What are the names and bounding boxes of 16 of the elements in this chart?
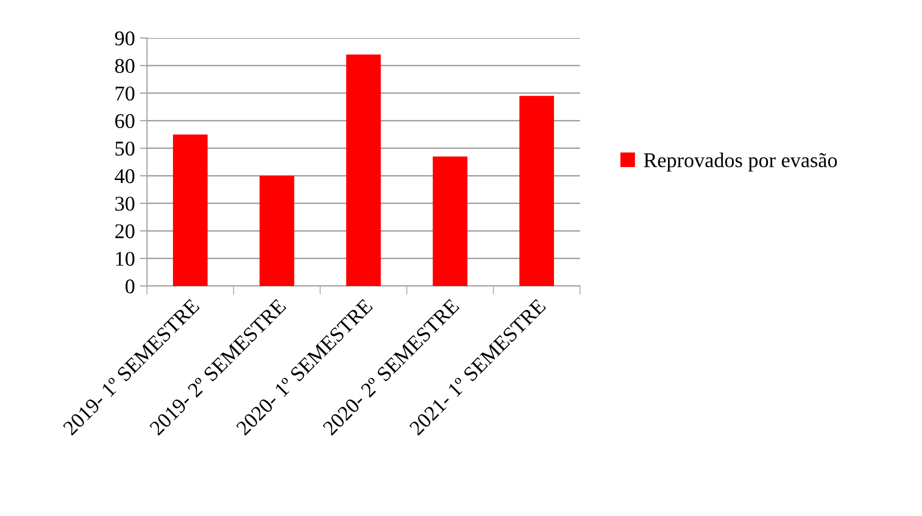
y-tick-label: 80 [115,58,134,73]
y-tick-label: 60 [115,114,134,128]
y-tick-label: 70 [116,86,134,101]
bar [260,176,294,286]
y-tick-label: 20 [115,224,134,238]
y-tick-label: 90 [115,31,134,46]
y-tick-label: 40 [114,169,134,184]
bar [519,96,554,286]
y-tick-label: 10 [116,252,134,266]
legend-label: Reprovados por evasão [644,152,837,172]
y-tick-label: 0 [126,279,134,294]
bar [172,134,208,286]
bar [346,54,381,286]
y-tick-label: 30 [115,196,134,211]
bar [432,156,468,286]
y-tick-label: 50 [116,142,134,156]
